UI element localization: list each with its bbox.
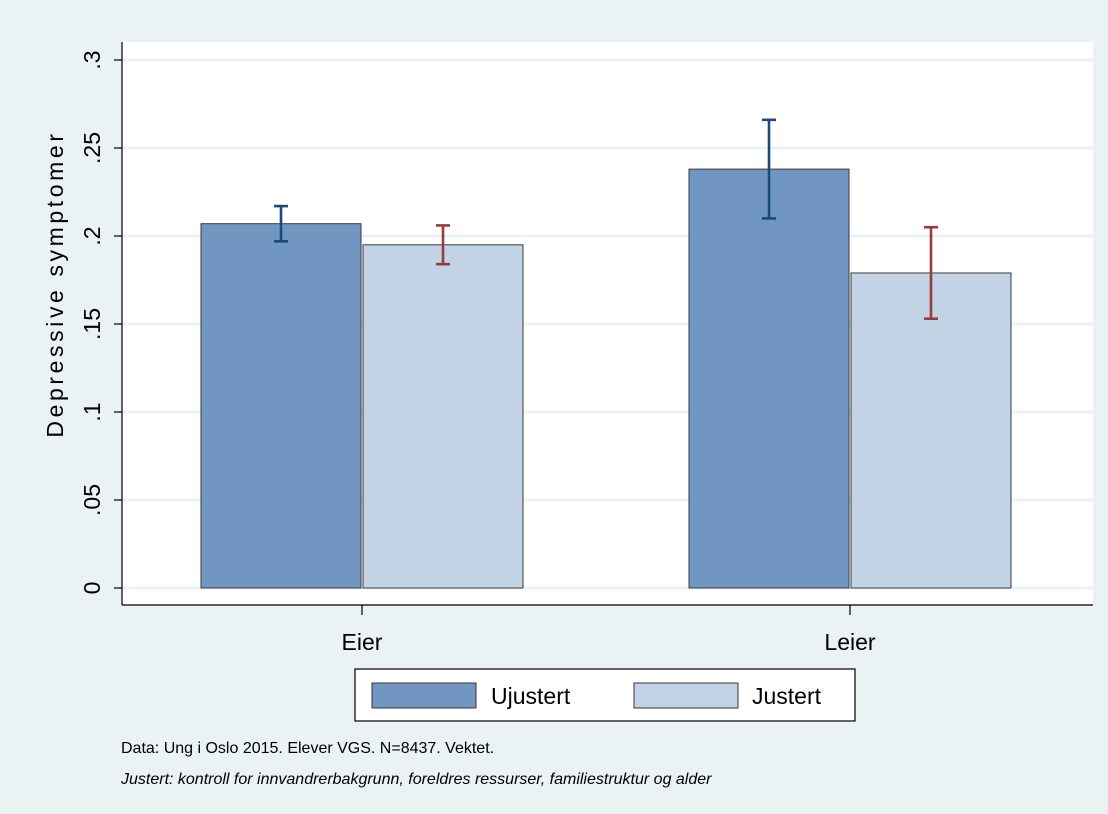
bars (200, 168, 1012, 589)
x-ticks: Eier Leier (342, 605, 876, 655)
legend-label-justert: Justert (752, 683, 822, 709)
bar-eier-justert (362, 244, 524, 589)
data-source-note: Data: Ung i Oslo 2015. Elever VGS. N=843… (121, 740, 494, 757)
x-tick-label-eier: Eier (342, 629, 383, 655)
y-tick-label-2: .1 (79, 402, 105, 421)
y-tick-label-6: .3 (79, 50, 105, 69)
bar-eier-ujustert (200, 223, 362, 589)
error-bar-eier-justert (436, 224, 450, 266)
legend-swatch-justert (633, 682, 739, 709)
y-tick-label-3: .15 (79, 308, 105, 340)
error-bar-leier-ujustert (762, 118, 776, 220)
error-bar-eier-ujustert (274, 204, 288, 243)
y-ticks: 0 .05 .1 .15 .2 .25 .3 (79, 50, 122, 594)
error-bar-leier-justert (924, 225, 938, 321)
legend-swatch-ujustert (371, 682, 477, 709)
adjustment-note: Justert: kontroll for innvandrerbakgrunn… (120, 771, 712, 788)
y-axis-label: Depressive symptomer (42, 130, 68, 437)
y-tick-label-1: .05 (79, 484, 105, 516)
y-tick-label-0: 0 (79, 582, 105, 595)
legend-label-ujustert: Ujustert (491, 683, 571, 709)
bar-leier-ujustert (688, 168, 850, 589)
x-tick-label-leier: Leier (824, 629, 875, 655)
y-tick-label-4: .2 (79, 226, 105, 245)
y-tick-label-5: .25 (79, 132, 105, 164)
error-bars (274, 118, 938, 321)
legend: Ujustert Justert (354, 668, 856, 722)
bar-leier-justert (850, 272, 1012, 589)
